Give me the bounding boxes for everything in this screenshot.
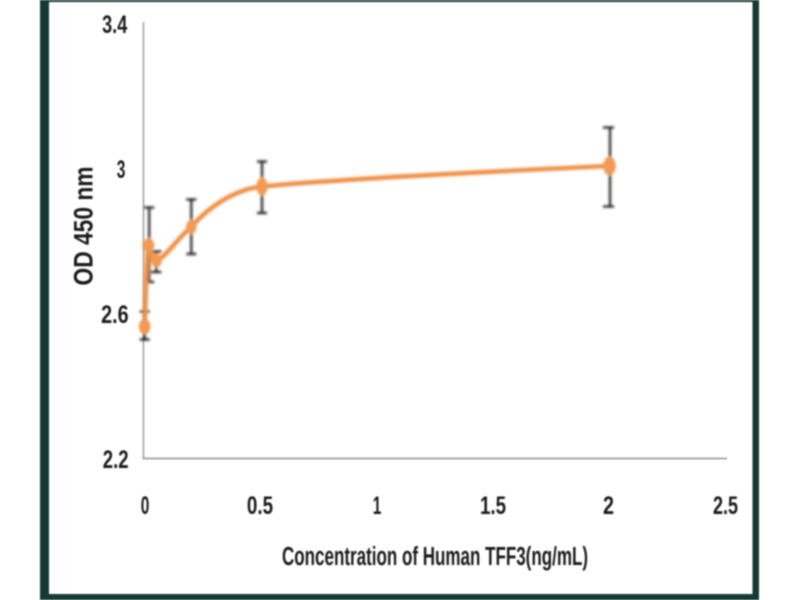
- svg-text:2.6: 2.6: [101, 301, 129, 329]
- svg-text:1.5: 1.5: [480, 492, 506, 520]
- svg-text:OD 450 nm: OD 450 nm: [69, 167, 99, 286]
- svg-text:0: 0: [141, 492, 150, 520]
- svg-text:Concentration of Human TFF3(ng: Concentration of Human TFF3(ng/mL): [282, 543, 588, 571]
- svg-text:1: 1: [373, 492, 382, 520]
- svg-text:2.2: 2.2: [103, 446, 129, 474]
- svg-text:2: 2: [603, 492, 614, 520]
- svg-text:2.5: 2.5: [713, 492, 738, 520]
- svg-text:0.5: 0.5: [247, 492, 273, 520]
- svg-text:3: 3: [117, 156, 126, 184]
- svg-text:3.4: 3.4: [102, 11, 127, 39]
